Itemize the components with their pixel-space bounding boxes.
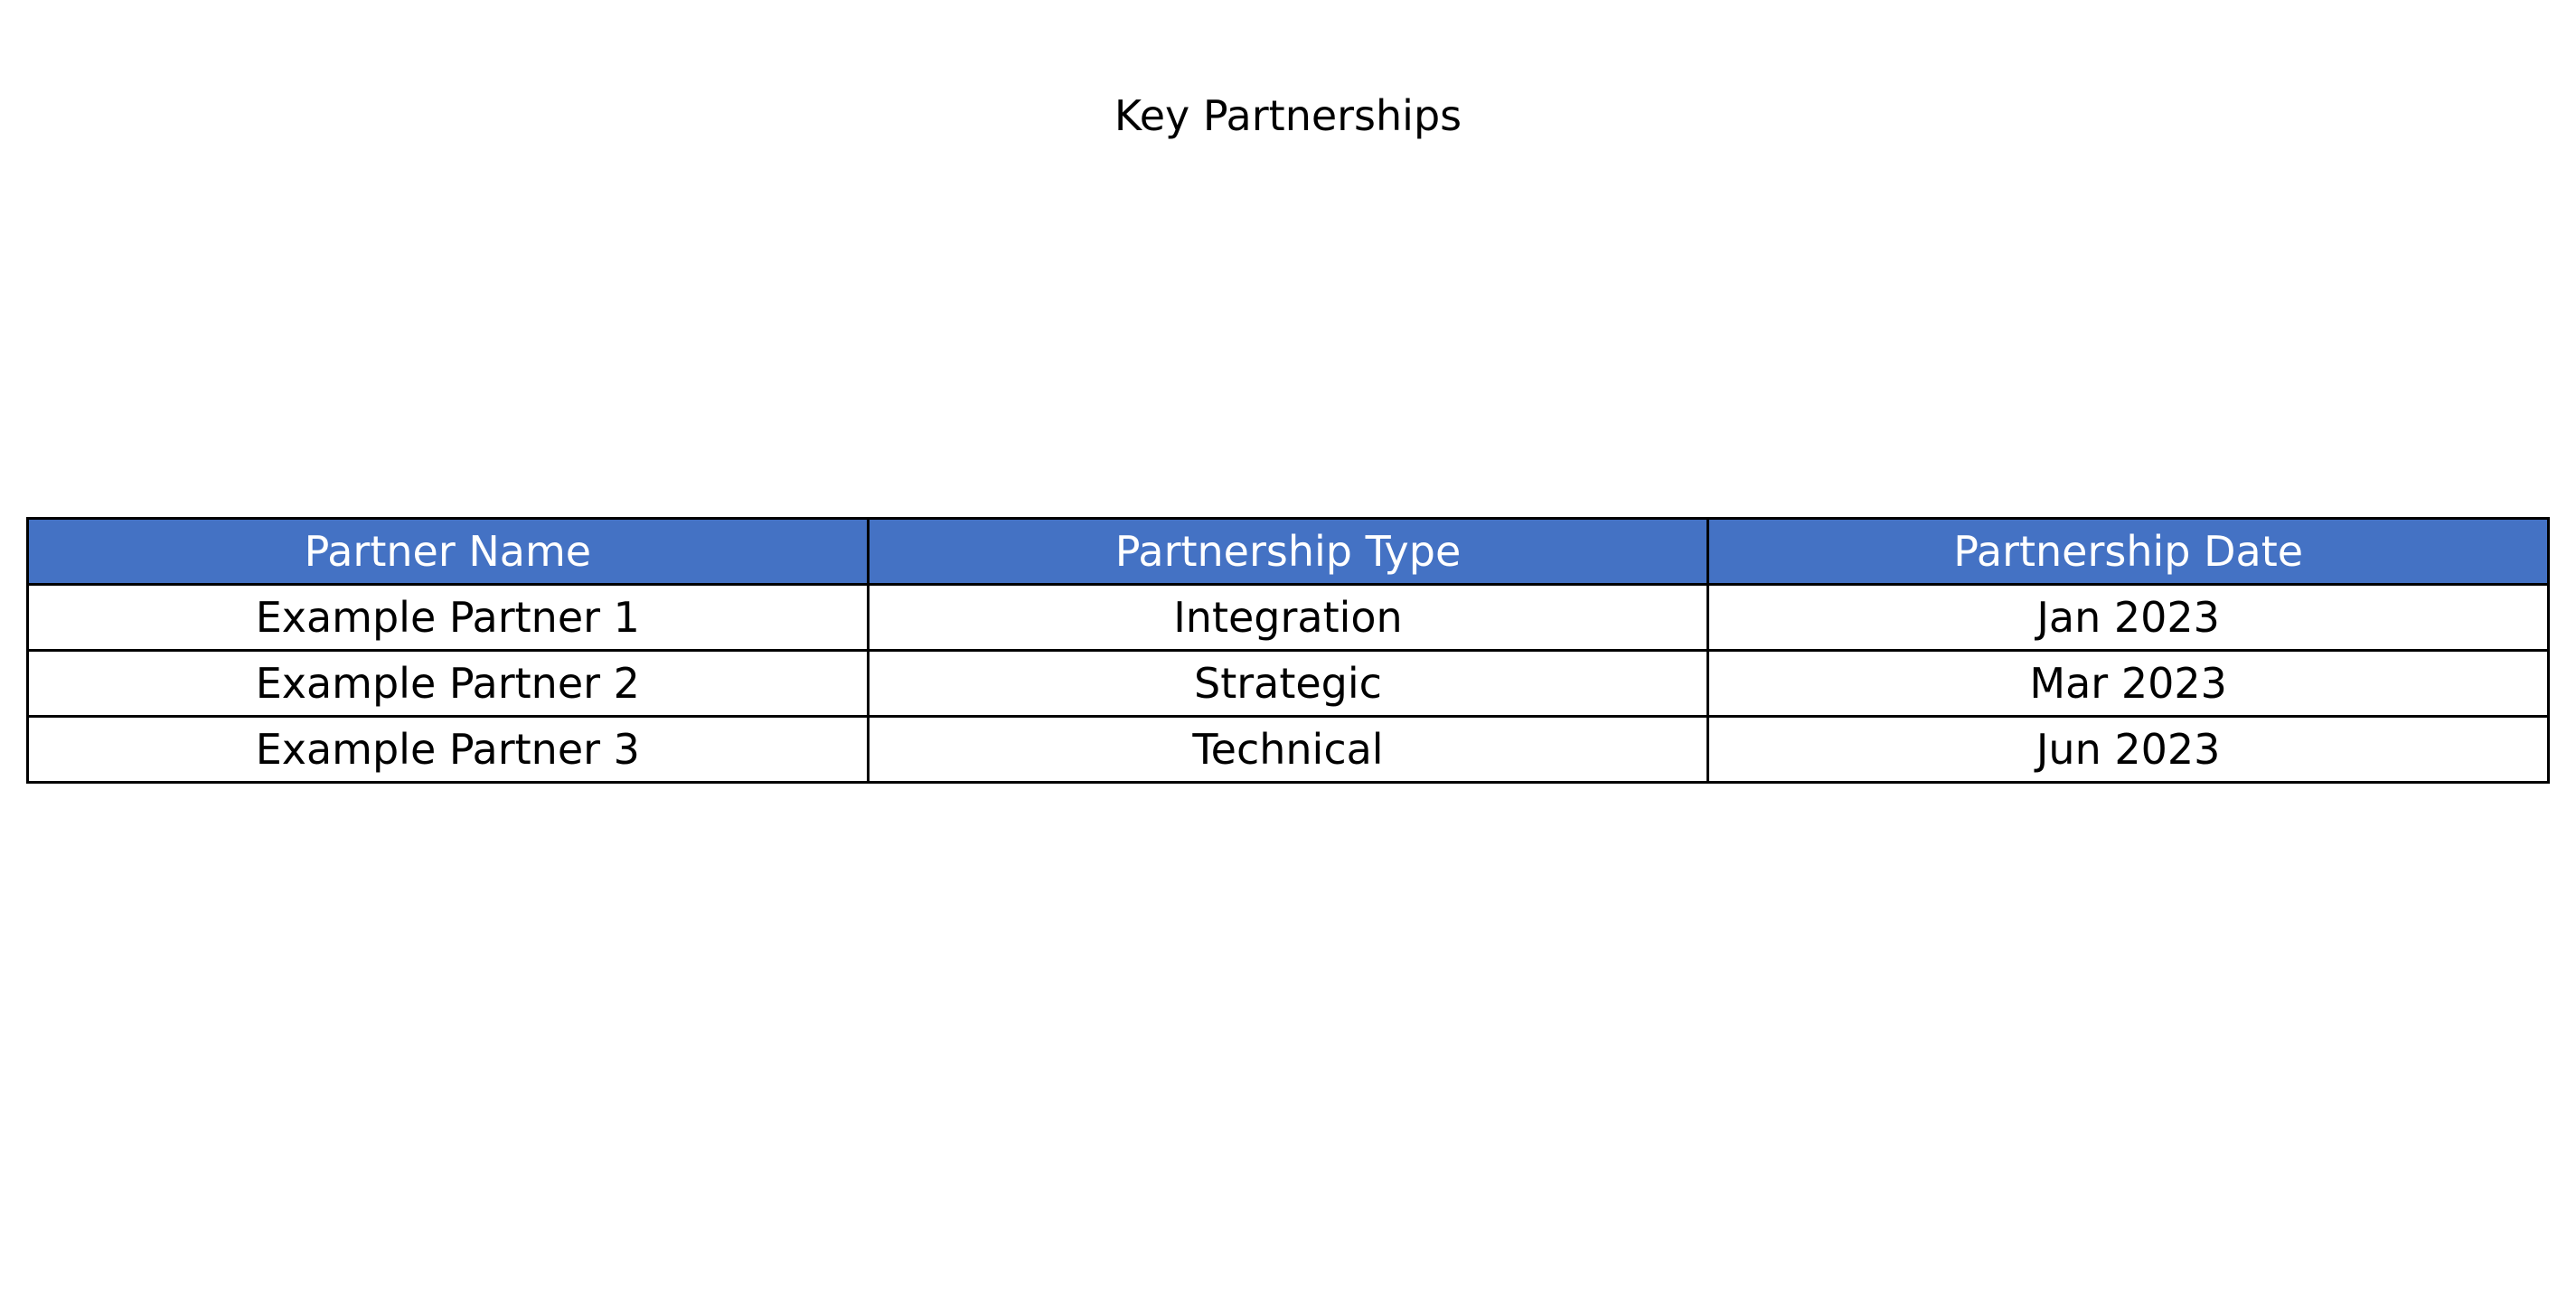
table-cell: Example Partner 2 bbox=[26, 649, 870, 718]
table-cell: Example Partner 1 bbox=[26, 583, 870, 652]
table-cell: Mar 2023 bbox=[1706, 649, 2550, 718]
chart-title: Key Partnerships bbox=[1114, 91, 1462, 140]
header-cell-partnership-type: Partnership Type bbox=[866, 517, 1710, 586]
table-cell: Jun 2023 bbox=[1706, 715, 2550, 784]
table-cell: Strategic bbox=[866, 649, 1710, 718]
partnerships-table-container: Partner Name Partnership Type Partnershi… bbox=[26, 517, 2550, 784]
table-row: Example Partner 2 Strategic Mar 2023 bbox=[26, 649, 2550, 718]
header-cell-partnership-date: Partnership Date bbox=[1706, 517, 2550, 586]
table-cell: Jan 2023 bbox=[1706, 583, 2550, 652]
table-cell: Technical bbox=[866, 715, 1710, 784]
partnerships-table: Partner Name Partnership Type Partnershi… bbox=[26, 517, 2550, 784]
table-cell: Example Partner 3 bbox=[26, 715, 870, 784]
header-cell-partner-name: Partner Name bbox=[26, 517, 870, 586]
table-row: Example Partner 3 Technical Jun 2023 bbox=[26, 715, 2550, 784]
table-header-row: Partner Name Partnership Type Partnershi… bbox=[26, 517, 2550, 586]
table-cell: Integration bbox=[866, 583, 1710, 652]
table-row: Example Partner 1 Integration Jan 2023 bbox=[26, 583, 2550, 652]
